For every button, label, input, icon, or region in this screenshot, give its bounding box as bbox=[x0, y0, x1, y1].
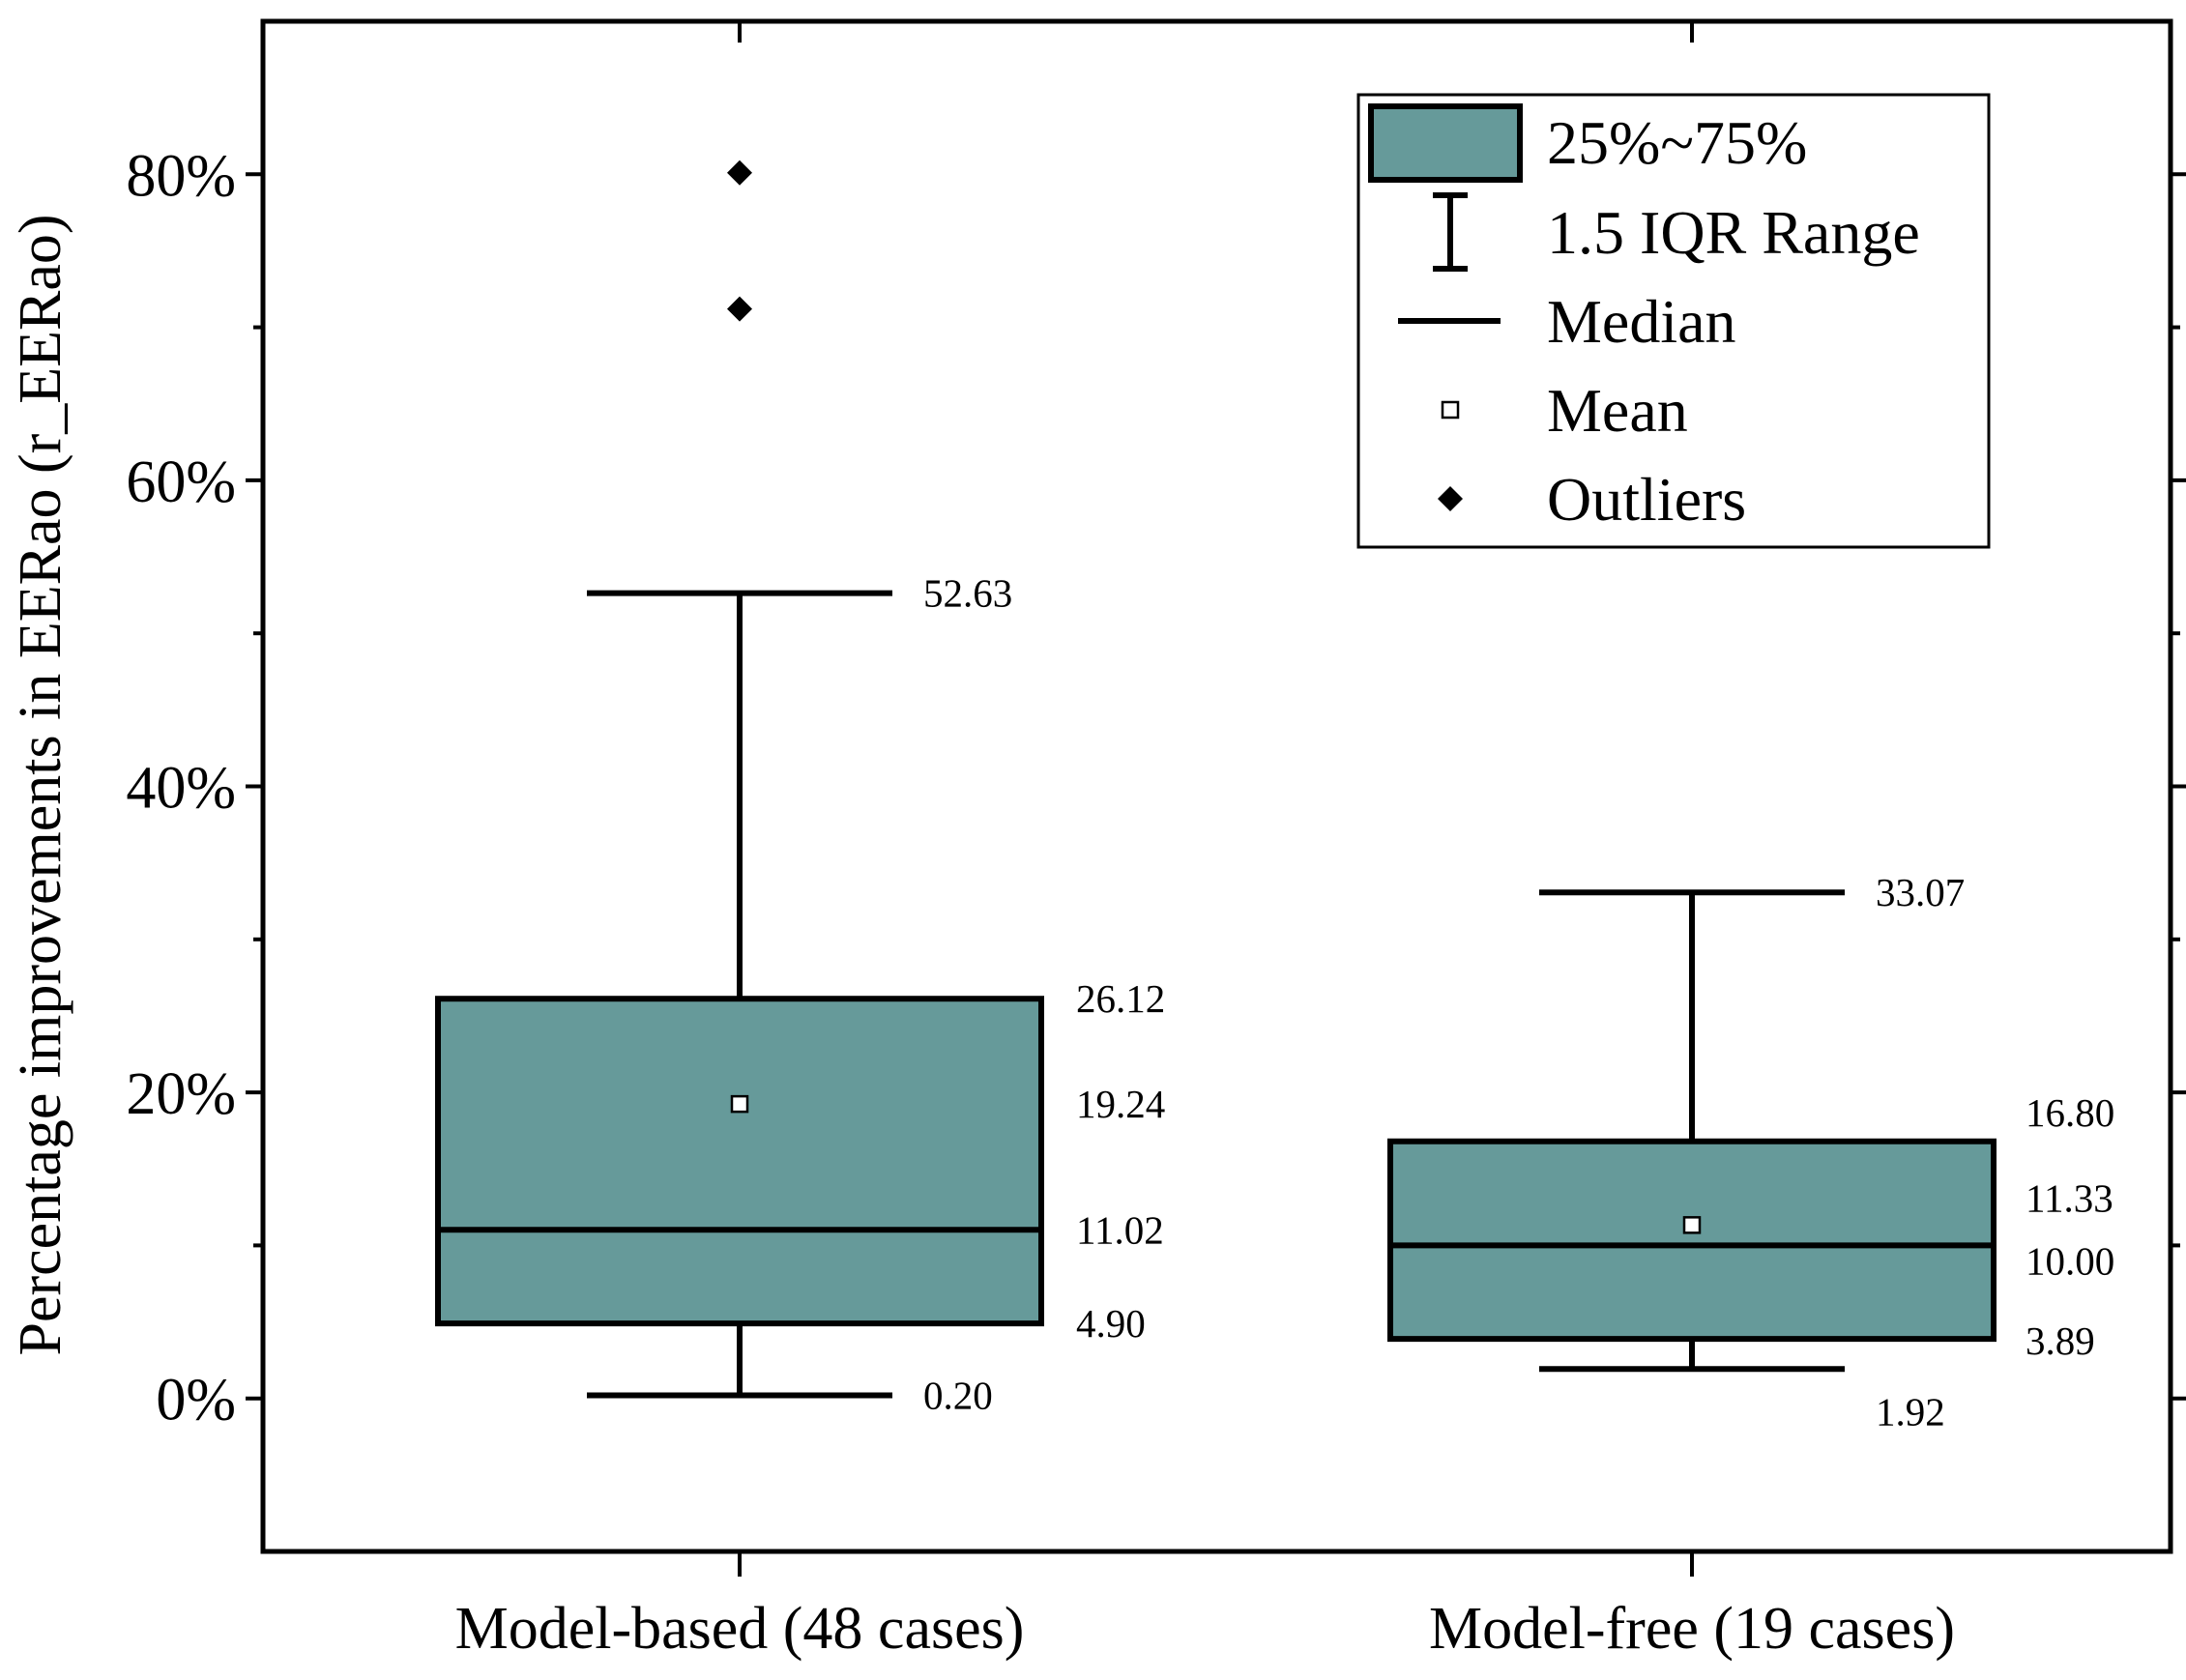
label-q1: 3.89 bbox=[2026, 1318, 2095, 1363]
legend-outlier-symbol bbox=[1438, 486, 1463, 511]
x-tick-label: Model-free (19 cases) bbox=[1429, 1596, 1955, 1662]
y-tick-label: 0% bbox=[156, 1368, 236, 1434]
legend-mean-symbol bbox=[1441, 400, 1460, 420]
label-q1: 4.90 bbox=[1076, 1301, 1146, 1346]
label-median: 10.00 bbox=[2026, 1238, 2114, 1283]
label-whisker-high: 52.63 bbox=[923, 571, 1012, 616]
label-whisker-low: 0.20 bbox=[923, 1374, 993, 1418]
y-axis-title: Percentage improvements in EERao (r_EERa… bbox=[8, 214, 73, 1355]
legend-label: Mean bbox=[1547, 376, 1688, 445]
label-mean: 19.24 bbox=[1076, 1082, 1165, 1126]
outlier-point bbox=[727, 296, 752, 322]
iqr-box bbox=[1387, 1138, 1997, 1343]
y-tick-label: 40% bbox=[126, 756, 236, 822]
label-mean: 11.33 bbox=[2026, 1175, 2113, 1220]
label-whisker-low: 1.92 bbox=[1876, 1389, 1945, 1434]
x-tick-label: Model-based (48 cases) bbox=[455, 1596, 1025, 1662]
outlier-point bbox=[727, 159, 752, 186]
label-q3: 26.12 bbox=[1076, 976, 1165, 1021]
legend-box-symbol bbox=[1368, 103, 1523, 183]
iqr-box bbox=[435, 996, 1044, 1327]
y-tick-label: 80% bbox=[126, 143, 236, 209]
y-tick-label: 20% bbox=[126, 1061, 236, 1127]
label-median: 11.02 bbox=[1076, 1207, 1164, 1252]
plot-area: 0% 20% 40% 60% 80% Model-based (48 cases) 52.6… bbox=[126, 18, 2186, 1662]
legend-label: 25%~75% bbox=[1547, 108, 1807, 177]
mean-marker bbox=[730, 1094, 749, 1114]
legend: 25%~75% 1.5 IQR Range Median Mean Outliers bbox=[1356, 93, 1991, 549]
legend-label: Median bbox=[1547, 287, 1736, 356]
y-tick-label: 60% bbox=[126, 449, 236, 515]
label-whisker-high: 33.07 bbox=[1876, 870, 1965, 914]
mean-marker bbox=[1682, 1216, 1702, 1234]
legend-label: Outliers bbox=[1547, 465, 1746, 534]
label-q3: 16.80 bbox=[2026, 1090, 2114, 1135]
legend-label: 1.5 IQR Range bbox=[1547, 198, 1920, 267]
